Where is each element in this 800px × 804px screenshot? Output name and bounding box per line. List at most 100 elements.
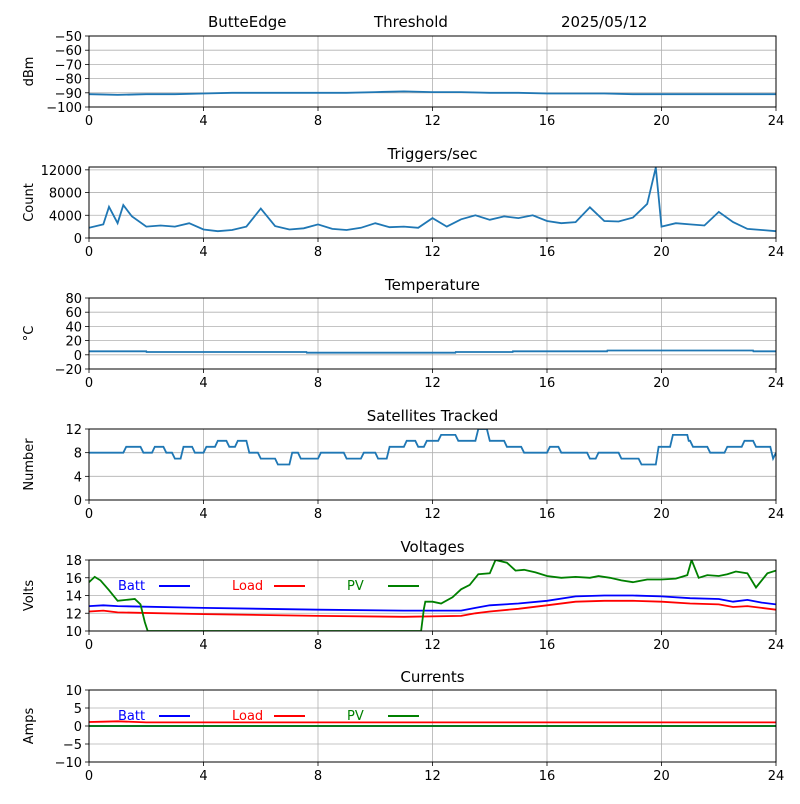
y-tick-label: 0 [74,720,82,735]
x-tick-label: 16 [539,769,556,784]
legend-label-pv: PV [347,579,364,594]
x-tick-label: 16 [539,114,556,129]
x-tick-label: 8 [314,376,322,391]
y-tick-label: 18 [65,554,82,569]
y-tick-label: −5 [63,738,82,753]
x-tick-label: 20 [653,638,670,653]
chart-panel-6: 0 4 8 12 16 20 24 −10 −5 0 5 10 Batt Load PV Currents Am… [22,668,784,784]
y-tick-label: −10 [55,756,82,771]
y-tick-label: −100 [46,101,82,116]
y-tick-label: 0 [74,349,82,364]
x-tick-label: 0 [85,507,93,522]
y-tick-label: 0 [74,494,82,509]
y-axis-label: Volts [22,580,37,612]
plot-frame [88,428,777,501]
header-station: ButteEdge [208,13,287,31]
x-tick-label: 24 [768,769,785,784]
x-tick-label: 12 [424,507,441,522]
y-tick-label: 8000 [49,187,82,202]
x-tick-label: 20 [653,245,670,260]
plot-frame [88,297,777,370]
series-line-load [89,720,776,724]
y-tick-label: 20 [65,335,82,350]
chart-title: Currents [400,668,464,686]
x-tick-label: 4 [199,769,207,784]
y-axis-label: °C [22,326,37,342]
y-tick-label: 16 [65,572,82,587]
x-tick-label: 0 [85,376,93,391]
x-tick-label: 12 [424,114,441,129]
y-tick-label: −90 [55,87,82,102]
x-tick-label: 24 [768,114,785,129]
y-tick-label: 14 [65,590,82,605]
legend-label-batt: Batt [118,709,145,724]
y-tick-label: 12000 [41,164,82,179]
series-line-pv [89,560,776,631]
y-tick-label: 10 [65,625,82,640]
legend-label-pv: PV [347,709,364,724]
y-tick-label: −80 [55,73,82,88]
plot-frame [88,166,777,239]
chart-title: Triggers/sec [387,145,478,163]
y-tick-label: 60 [65,306,82,321]
legend-label-load: Load [232,579,263,594]
x-tick-label: 4 [199,638,207,653]
x-tick-label: 20 [653,769,670,784]
chart-title: Temperature [384,276,480,294]
x-tick-label: 4 [199,376,207,391]
x-tick-label: 12 [424,245,441,260]
x-tick-label: 20 [653,376,670,391]
chart-title: Voltages [400,538,464,556]
x-tick-label: 20 [653,114,670,129]
y-tick-label: 12 [65,423,82,438]
series-line-1 [89,167,776,233]
chart-panel-5: 0 4 8 12 16 20 24 10 12 14 16 18 Batt Load PV Voltages V… [22,538,784,653]
x-tick-label: 8 [314,507,322,522]
y-tick-label: −70 [55,58,82,73]
y-axis-label: dBm [22,57,37,87]
y-tick-label: 8 [74,447,82,462]
x-tick-label: 16 [539,376,556,391]
chart-title: Satellites Tracked [367,407,498,425]
series-line-1 [89,90,776,96]
series-line-load [89,599,776,618]
x-tick-label: 20 [653,507,670,522]
x-tick-label: 8 [314,638,322,653]
y-tick-label: 40 [65,320,82,335]
x-tick-label: 24 [768,376,785,391]
legend-label-load: Load [232,709,263,724]
x-tick-label: 4 [199,245,207,260]
x-tick-label: 12 [424,376,441,391]
series-line-batt [89,594,776,612]
series-line-1 [89,429,776,466]
chart-panel-4: 0 4 8 12 16 20 24 0 4 8 12 Satellites Tracked Number [22,407,784,522]
x-tick-label: 12 [424,638,441,653]
chart-panel-1: 0 4 8 12 16 20 24 −50−60−70−80−90−100 dBm [22,30,784,129]
plot-frame [88,689,777,763]
y-tick-label: 0 [74,232,82,247]
y-tick-label: −50 [55,30,82,45]
x-tick-label: 0 [85,114,93,129]
y-tick-label: −60 [55,44,82,59]
y-axis-label: Amps [22,707,37,744]
legend-label-batt: Batt [118,579,145,594]
y-tick-label: −20 [55,363,82,378]
series-line-1 [89,349,776,354]
x-tick-label: 16 [539,507,556,522]
plot-frame [88,35,777,108]
y-tick-label: 5 [74,702,82,717]
y-tick-label: 80 [65,292,82,307]
x-tick-label: 0 [85,245,93,260]
x-tick-label: 24 [768,245,785,260]
x-tick-label: 8 [314,114,322,129]
x-tick-label: 16 [539,638,556,653]
header-date: 2025/05/12 [561,13,647,31]
x-tick-label: 24 [768,638,785,653]
y-axis-label: Number [22,438,37,491]
chart-panel-2: 0 4 8 12 16 20 24 0 4000 8000 12000 Triggers/sec Cou… [22,145,784,260]
x-tick-label: 12 [424,769,441,784]
y-tick-label: 4 [74,470,82,485]
